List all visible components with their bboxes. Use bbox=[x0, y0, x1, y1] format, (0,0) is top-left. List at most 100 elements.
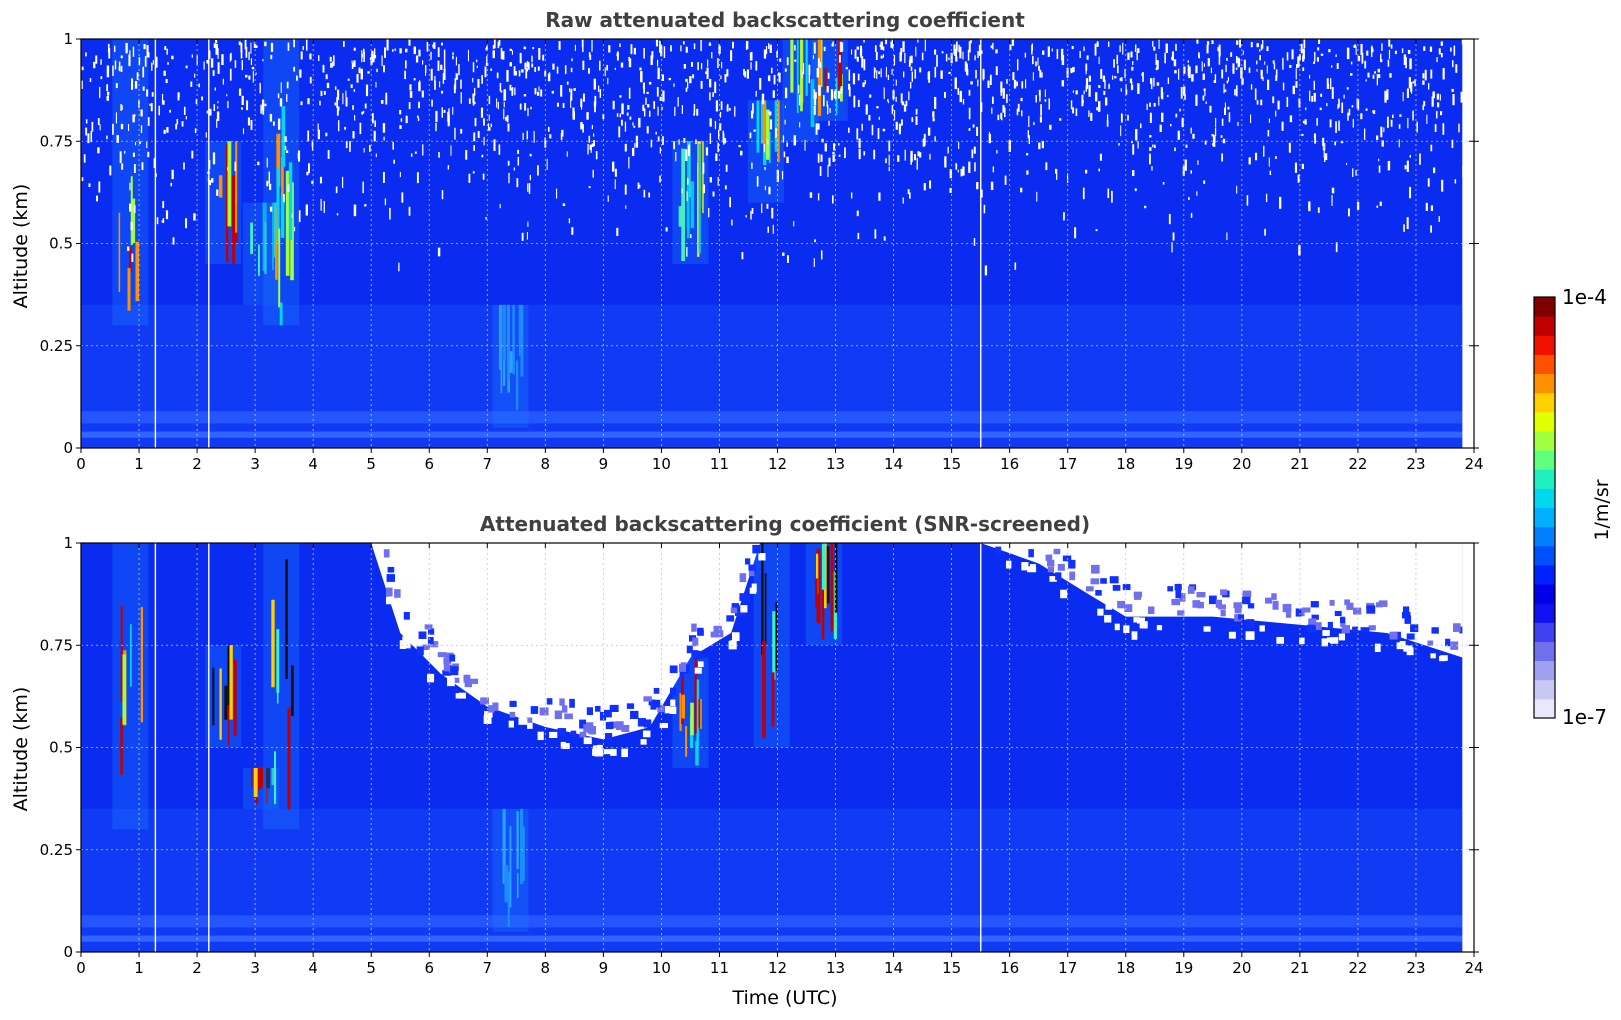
heatmap-noise-pixel bbox=[801, 71, 803, 79]
x-tick-label: 3 bbox=[250, 959, 260, 977]
heatmap-noise-pixel bbox=[599, 60, 601, 71]
x-tick-label: 11 bbox=[710, 455, 729, 473]
heatmap-noise-pixel bbox=[380, 100, 384, 104]
heatmap-noise-pixel bbox=[1348, 108, 1351, 116]
heatmap-noise-pixel bbox=[1224, 89, 1227, 92]
heatmap-noise-pixel bbox=[1141, 73, 1143, 76]
heatmap-noise-pixel bbox=[882, 46, 885, 51]
heatmap-noise-pixel bbox=[1288, 142, 1291, 153]
heatmap-noise-pixel bbox=[1256, 68, 1258, 72]
heatmap-noise-pixel bbox=[670, 45, 672, 52]
screened-mask-pixel bbox=[1402, 606, 1410, 613]
heatmap-noise-pixel bbox=[1124, 68, 1126, 79]
heatmap-noise-pixel bbox=[247, 117, 251, 126]
heatmap-noise-pixel bbox=[473, 145, 476, 151]
heatmap-noise-pixel bbox=[153, 158, 156, 169]
screened-mask-pixel bbox=[1374, 643, 1381, 652]
heatmap-noise-pixel bbox=[162, 200, 165, 209]
heatmap-noise-pixel bbox=[949, 169, 953, 179]
heatmap-noise-pixel bbox=[643, 189, 646, 198]
heatmap-noise-pixel bbox=[320, 90, 323, 97]
screened-mask-pixel bbox=[1192, 600, 1201, 608]
heatmap-noise-pixel bbox=[382, 123, 386, 133]
heatmap-noise-pixel bbox=[344, 126, 347, 130]
colorbar-band bbox=[1534, 335, 1555, 355]
heatmap-noise-pixel bbox=[871, 124, 874, 136]
heatmap-noise-pixel bbox=[740, 150, 743, 156]
heatmap-noise-pixel bbox=[696, 108, 699, 116]
heatmap-noise-pixel bbox=[1389, 73, 1392, 78]
heatmap-noise-pixel bbox=[883, 87, 885, 100]
heatmap-noise-pixel bbox=[591, 40, 593, 52]
heatmap-noise-pixel bbox=[226, 94, 228, 97]
heatmap-noise-pixel bbox=[819, 166, 822, 177]
heatmap-noise-pixel bbox=[1436, 93, 1440, 100]
heatmap-noise-pixel bbox=[1390, 44, 1393, 49]
heatmap-boundary-layer bbox=[81, 808, 1463, 952]
heatmap-noise-pixel bbox=[1120, 125, 1122, 137]
heatmap-noise-pixel bbox=[307, 98, 310, 105]
heatmap-noise-pixel bbox=[902, 71, 905, 78]
heatmap-plume-strand bbox=[250, 767, 253, 788]
heatmap-noise-pixel bbox=[856, 46, 860, 50]
heatmap-noise-pixel bbox=[1259, 49, 1261, 52]
heatmap-noise-pixel bbox=[365, 84, 369, 97]
heatmap-noise-pixel bbox=[1346, 162, 1348, 165]
heatmap-noise-pixel bbox=[967, 49, 970, 61]
heatmap-noise-pixel bbox=[1155, 67, 1158, 71]
heatmap-noise-pixel bbox=[902, 41, 905, 53]
colorbar-band bbox=[1534, 622, 1555, 642]
heatmap-noise-pixel bbox=[657, 136, 660, 142]
screened-mask-pixel bbox=[1196, 591, 1206, 598]
colorbar-gradient bbox=[1534, 297, 1555, 719]
screened-mask-pixel bbox=[463, 674, 471, 683]
screened-mask-pixel bbox=[692, 637, 699, 647]
heatmap-plume-strand bbox=[235, 141, 238, 233]
heatmap-noise-pixel bbox=[1273, 63, 1276, 70]
screened-mask-pixel bbox=[1271, 593, 1277, 600]
heatmap-noise-pixel bbox=[1365, 108, 1368, 111]
heatmap-noise-pixel bbox=[628, 87, 631, 99]
screened-mask-pixel bbox=[691, 623, 697, 632]
data-gap-line bbox=[980, 39, 982, 448]
heatmap-noise-pixel bbox=[1360, 43, 1363, 55]
heatmap-noise-pixel bbox=[242, 128, 245, 135]
heatmap-noise-pixel bbox=[1168, 213, 1171, 225]
heatmap-noise-pixel bbox=[934, 136, 936, 142]
heatmap-plume-strand bbox=[516, 872, 519, 899]
heatmap-noise-pixel bbox=[513, 167, 516, 171]
screened-mask-pixel bbox=[447, 678, 455, 687]
heatmap-noise-pixel bbox=[363, 51, 365, 62]
heatmap-noise-pixel bbox=[970, 40, 972, 44]
grid bbox=[81, 39, 1474, 448]
heatmap-noise-pixel bbox=[437, 47, 440, 58]
heatmap-noise-pixel bbox=[430, 51, 432, 60]
heatmap-noise-pixel bbox=[1188, 197, 1190, 200]
heatmap-noise-pixel bbox=[98, 181, 101, 193]
heatmap-noise-pixel bbox=[185, 116, 187, 120]
heatmap-noise-pixel bbox=[626, 112, 629, 116]
screened-mask-pixel bbox=[710, 631, 719, 638]
heatmap-noise-pixel bbox=[1066, 67, 1069, 78]
screened-mask-pixel bbox=[694, 667, 702, 674]
heatmap-noise-pixel bbox=[894, 110, 896, 121]
screened-mask-pixel bbox=[713, 625, 722, 634]
heatmap-noise-pixel bbox=[1439, 94, 1441, 101]
heatmap-noise-pixel bbox=[598, 85, 600, 92]
heatmap-noise-pixel bbox=[1112, 75, 1114, 80]
screened-heatmap: 0 1 2 3 4 5 6 7 8 9 10 11 12 13 14 15 16 17 18 19 20 21 22 23 24… bbox=[40, 534, 1484, 977]
heatmap-noise-pixel bbox=[905, 100, 908, 107]
heatmap-noise-pixel bbox=[128, 54, 131, 67]
heatmap-noise-pixel bbox=[1056, 169, 1058, 180]
heatmap-noise-pixel bbox=[1387, 59, 1390, 67]
heatmap-noise-pixel bbox=[1269, 170, 1272, 176]
heatmap-noise-pixel bbox=[1298, 54, 1301, 61]
heatmap-noise-pixel bbox=[1132, 61, 1134, 65]
heatmap-noise-pixel bbox=[474, 117, 477, 127]
heatmap-noise-pixel bbox=[606, 64, 609, 71]
heatmap-noise-pixel bbox=[821, 138, 824, 143]
heatmap-noise-pixel bbox=[255, 72, 257, 75]
heatmap-plume-strand bbox=[768, 131, 771, 163]
heatmap-noise-pixel bbox=[826, 86, 829, 93]
heatmap-noise-pixel bbox=[260, 104, 262, 114]
